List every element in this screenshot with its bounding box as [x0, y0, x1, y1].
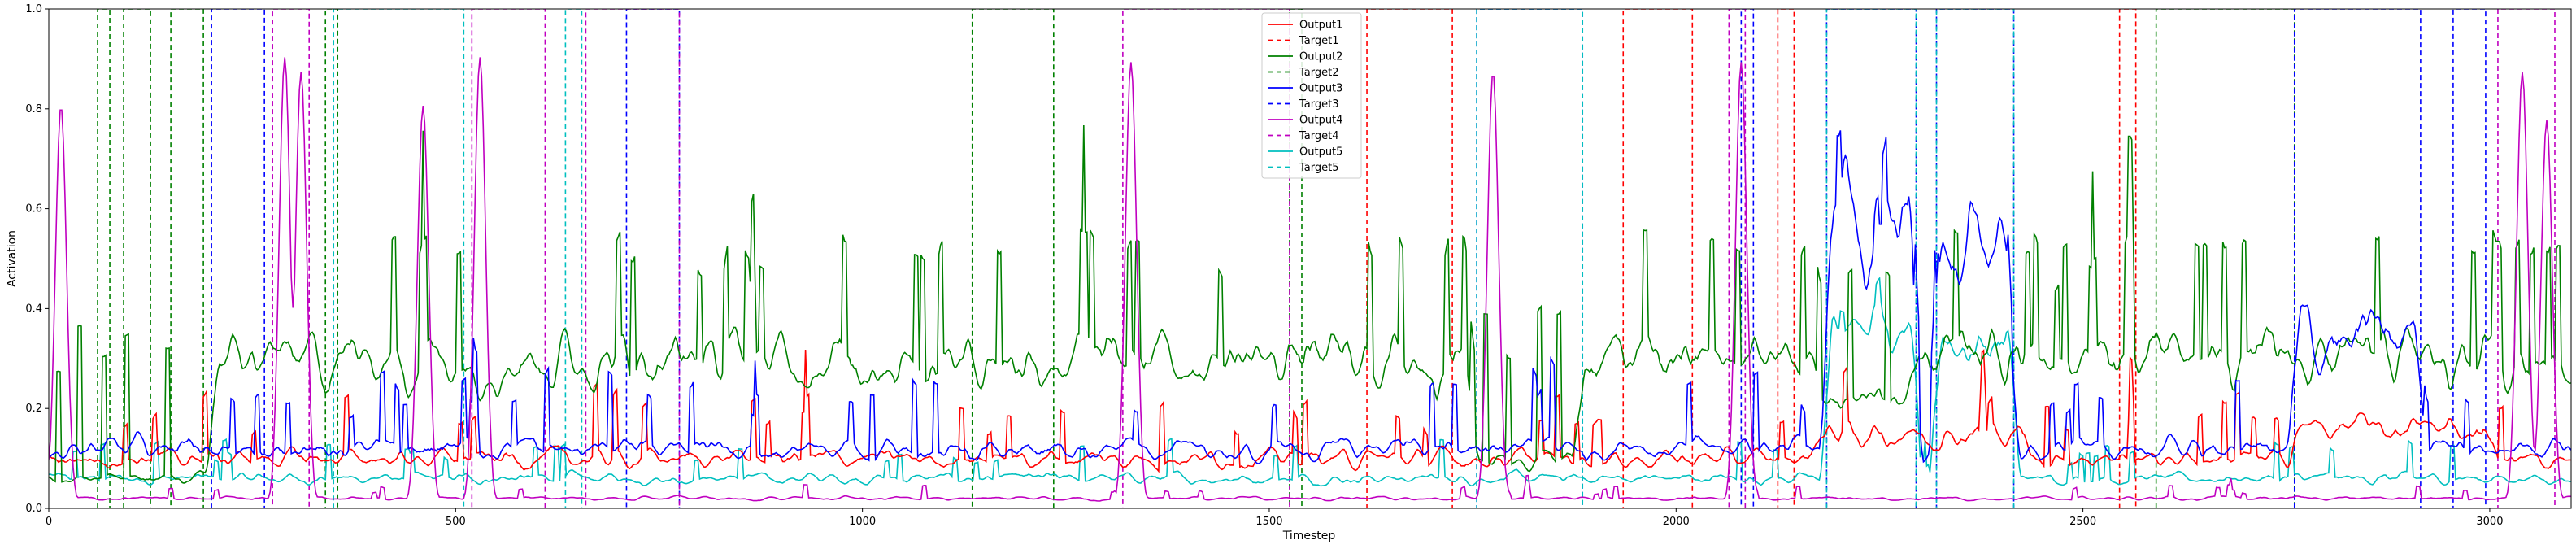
legend-box	[1261, 12, 1362, 179]
x-tick-label: 2500	[2069, 516, 2096, 528]
plot-frame	[48, 8, 2572, 509]
target-series-layer	[49, 9, 2571, 508]
y-tick-label: 0.8	[25, 103, 42, 115]
legend-label-output1: Output1	[1299, 20, 1342, 32]
y-tick-label: 0.6	[25, 203, 42, 216]
series-target5	[49, 9, 2571, 508]
x-tick-label: 0	[46, 516, 52, 528]
x-axis-label: Timestep	[1282, 529, 1336, 542]
legend-label-output3: Output3	[1299, 83, 1342, 95]
output-series-layer	[49, 57, 2571, 502]
legend: Output1 Target1 Output2 Target2 Output3 Targe…	[1261, 12, 1362, 179]
x-tick-label: 500	[446, 516, 466, 528]
x-tick-label: 1500	[1255, 516, 1282, 528]
legend-label-target4: Target4	[1299, 130, 1339, 142]
series-target3	[49, 9, 2571, 508]
y-tick-label: 0.0	[25, 503, 42, 515]
axis-ticks: 0 500 1000 1500 2000 2500 3000 0.0 0.2 0.4 0.6 0.8 1…	[25, 3, 2503, 528]
legend-label-output2: Output2	[1299, 51, 1342, 63]
series-output5	[49, 277, 2571, 487]
legend-label-target1: Target1	[1299, 35, 1339, 47]
y-tick-label: 1.0	[25, 3, 42, 15]
legend-label-target5: Target5	[1299, 162, 1339, 174]
y-axis-label: Activation	[6, 230, 19, 287]
x-tick-label: 3000	[2476, 516, 2503, 528]
x-tick-label: 2000	[1663, 516, 1690, 528]
legend-label-target2: Target2	[1299, 67, 1339, 79]
series-output4	[49, 57, 2571, 502]
y-tick-label: 0.2	[25, 403, 42, 415]
legend-label-target3: Target3	[1299, 98, 1339, 111]
legend-label-output4: Output4	[1299, 115, 1342, 127]
y-tick-label: 0.4	[25, 303, 42, 315]
legend-label-output5: Output5	[1299, 146, 1342, 159]
series-output2	[49, 124, 2571, 484]
x-tick-label: 1000	[849, 516, 876, 528]
